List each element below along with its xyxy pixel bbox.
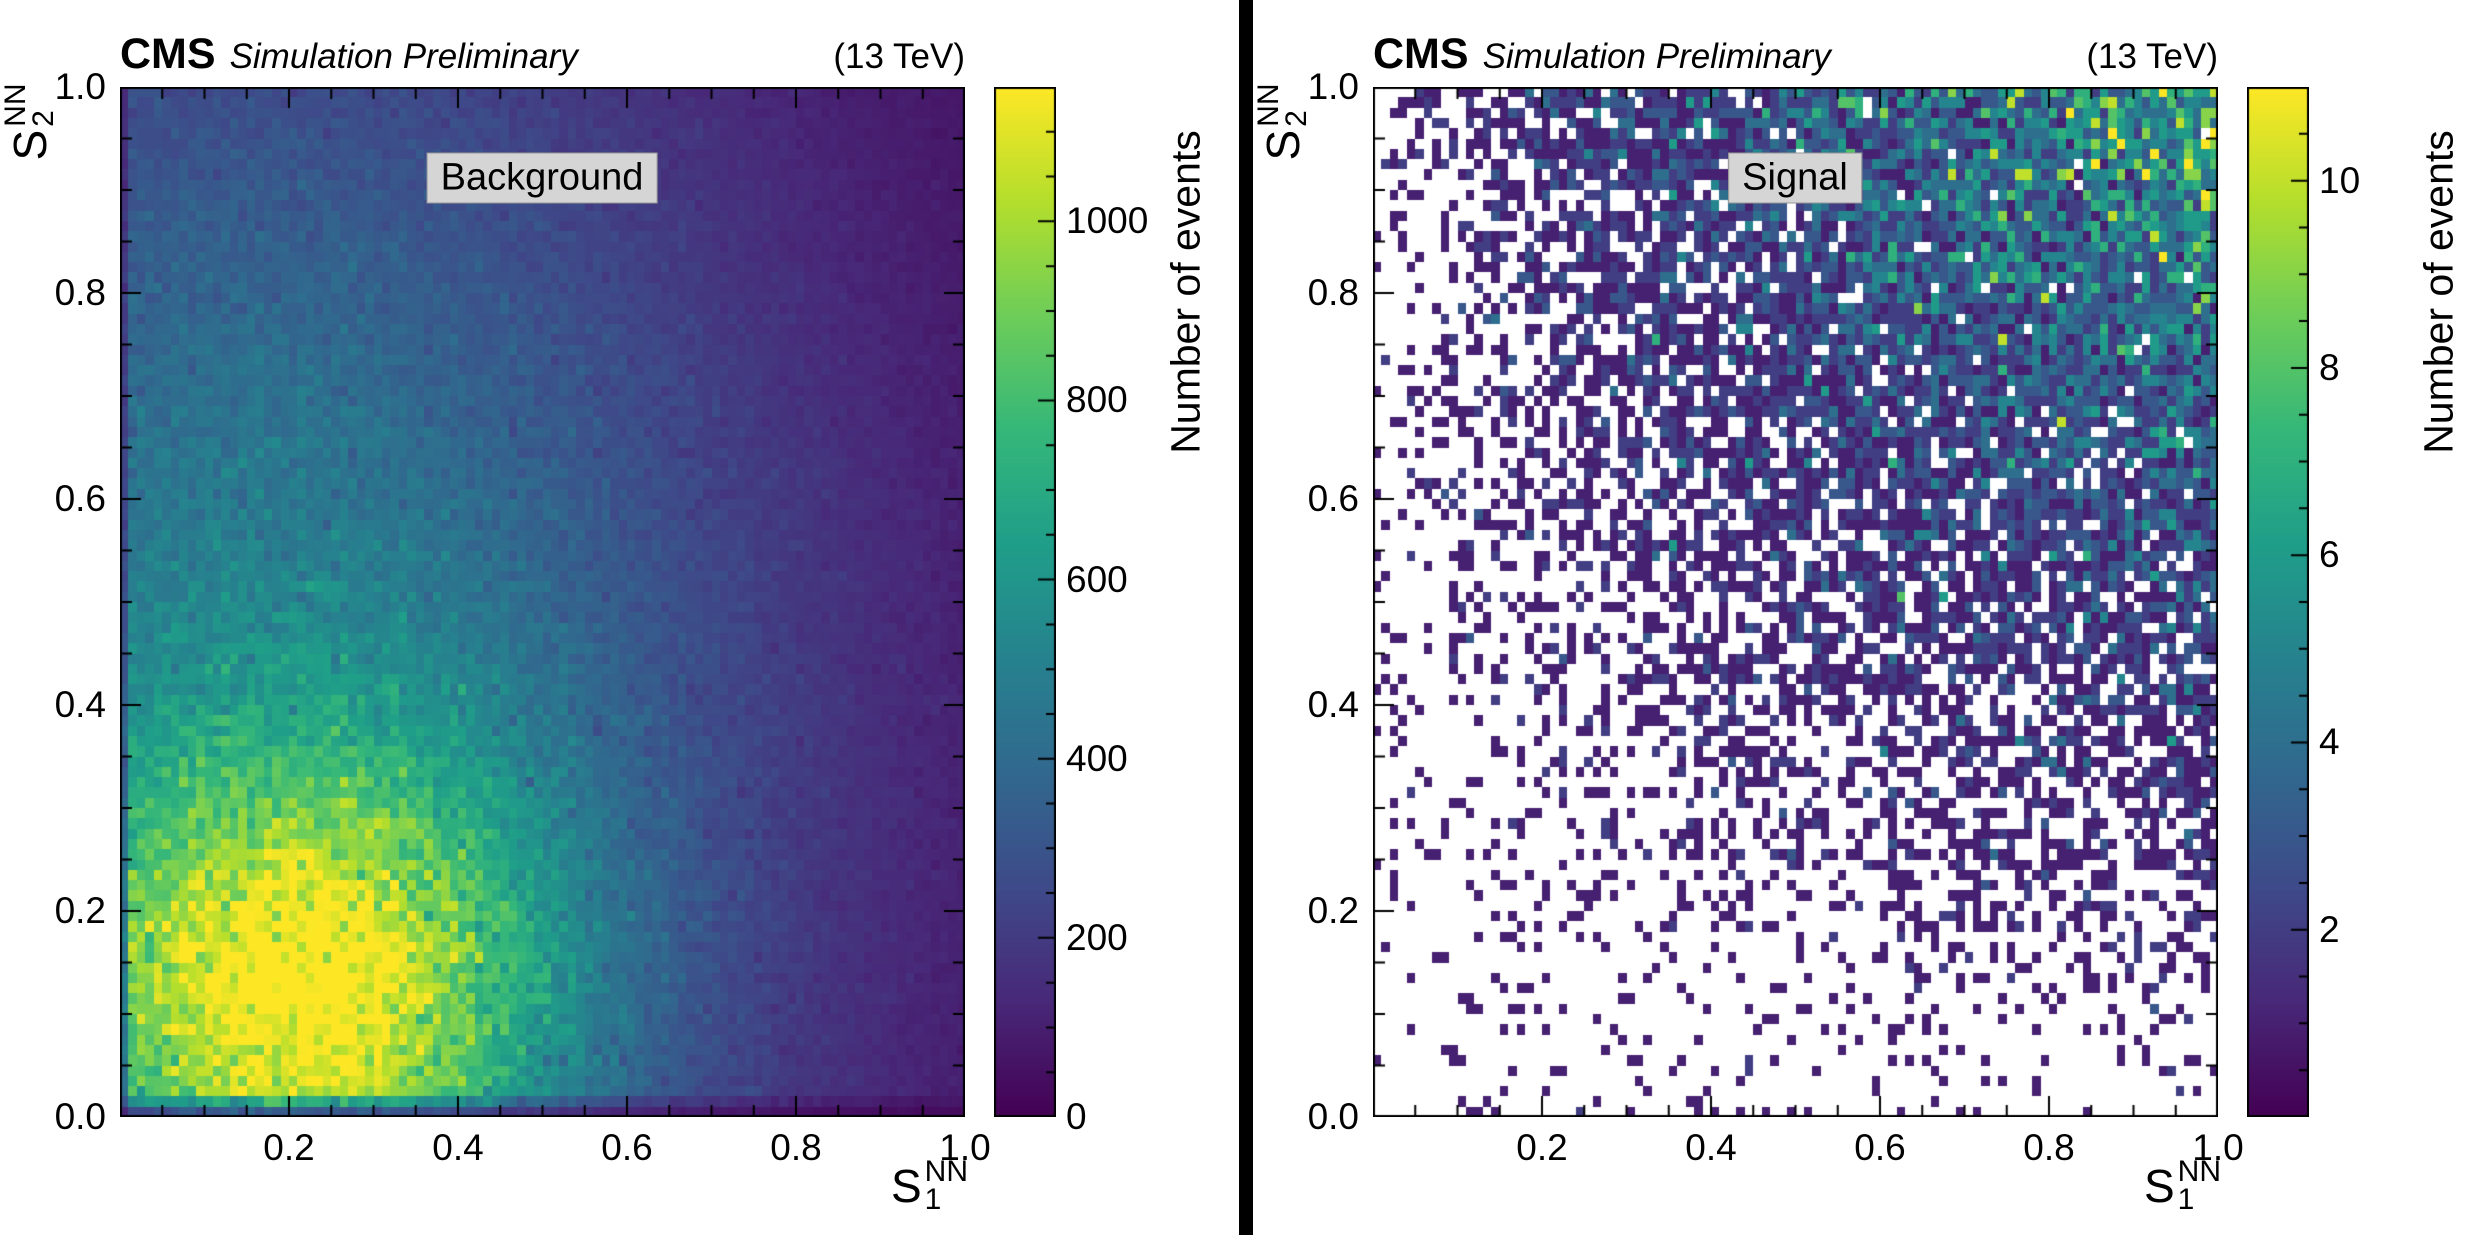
energy-label: (13 TeV)	[2086, 37, 2218, 76]
y-tick-label: 0.6	[1307, 478, 1359, 519]
x-tick-label: 0.2	[1516, 1127, 1568, 1168]
colorbar-tick-label: 4	[2319, 721, 2340, 763]
y-tick-label: 1.0	[1307, 66, 1359, 107]
x-tick-label: 1.0	[2192, 1127, 2244, 1168]
y-tick-label: 0.4	[1307, 684, 1359, 725]
x-tick-label: 0.8	[2023, 1127, 2075, 1168]
colorbar-tick-label: 0	[1066, 1096, 1087, 1137]
simulation-preliminary-label: Simulation Preliminary	[229, 37, 578, 76]
x-tick-label: 0.6	[601, 1127, 653, 1168]
colorbar-tick-label: 800	[1066, 379, 1128, 421]
y-tick-label: 0.2	[1307, 890, 1359, 931]
colorbar-title: Number of events	[2415, 130, 2462, 454]
y-tick-label: 0.0	[1307, 1096, 1359, 1137]
colorbar-tick-label: 200	[1066, 916, 1128, 958]
colorbar-title: Number of events	[1162, 130, 1209, 454]
x-tick-label: 0.6	[1854, 1127, 1906, 1168]
x-axis-title: S NN 1	[1373, 1155, 2221, 1216]
colorbar-signal	[2247, 87, 2309, 1117]
colorbar-tick-label: 10	[2319, 159, 2361, 201]
colorbar-tick-label: 400	[1066, 737, 1128, 779]
x-tick-label: 0.4	[1685, 1127, 1737, 1168]
colorbar-tick-label: 1000	[1066, 200, 1149, 242]
panel-divider	[1239, 0, 1253, 1235]
y-tick-label: 0.0	[54, 1096, 106, 1137]
cms-logo-text: CMS	[120, 30, 216, 78]
y-tick-label: 0.8	[1307, 272, 1359, 313]
heatmap-signal	[1373, 87, 2218, 1117]
x-tick-label: 0.4	[432, 1127, 484, 1168]
energy-label: (13 TeV)	[833, 37, 965, 76]
x-axis-title: S NN 1	[120, 1155, 968, 1216]
heatmap-background	[120, 87, 965, 1117]
plot-header: CMS Simulation Preliminary (13 TeV)	[1373, 30, 2218, 82]
y-tick-label: 0.6	[54, 478, 106, 519]
y-tick-label: 1.0	[54, 66, 106, 107]
colorbar-tick-label: 600	[1066, 558, 1128, 600]
x-axis-title-text: S NN 1	[890, 1155, 968, 1216]
x-axis-title-text: S NN 1	[2143, 1155, 2221, 1216]
region-label-background: Background	[426, 152, 658, 204]
colorbar-tick-label: 6	[2319, 534, 2340, 576]
colorbar-tick-label: 2	[2319, 908, 2340, 950]
y-tick-label: 0.8	[54, 272, 106, 313]
region-label-signal: Signal	[1728, 152, 1862, 204]
x-tick-label: 0.2	[263, 1127, 315, 1168]
colorbar-background	[994, 87, 1056, 1117]
y-tick-label: 0.4	[54, 684, 106, 725]
x-tick-label: 0.8	[770, 1127, 822, 1168]
panel-signal: CMS Simulation Preliminary (13 TeV) Sign…	[1252, 0, 2485, 1235]
simulation-preliminary-label: Simulation Preliminary	[1482, 37, 1831, 76]
plot-header: CMS Simulation Preliminary (13 TeV)	[120, 30, 965, 82]
colorbar-tick-label: 8	[2319, 346, 2340, 388]
cms-logo-text: CMS	[1373, 30, 1469, 78]
x-tick-label: 1.0	[939, 1127, 991, 1168]
panel-background: CMS Simulation Preliminary (13 TeV) Back…	[0, 0, 1242, 1235]
y-tick-label: 0.2	[54, 890, 106, 931]
